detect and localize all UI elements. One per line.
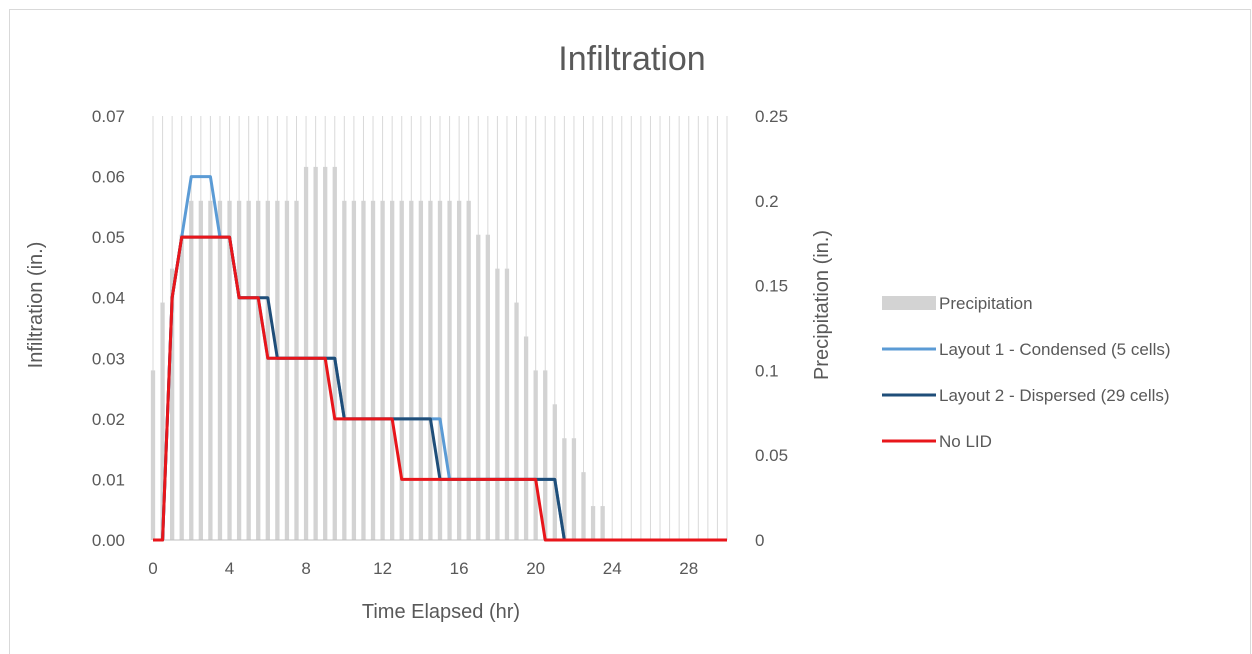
x-tick-label: 8: [301, 559, 310, 578]
y2-tick-label: 0.1: [755, 361, 779, 380]
precipitation-bar: [208, 200, 213, 541]
y-tick-label: 0.04: [92, 289, 125, 308]
precipitation-bar: [476, 234, 481, 540]
precipitation-bar: [571, 438, 577, 540]
precipitation-bar: [150, 370, 156, 540]
y-tick-label: 0.00: [92, 531, 125, 550]
precipitation-bar: [581, 472, 586, 540]
precipitation-bar: [256, 200, 261, 541]
legend-swatch-precipitation: [882, 296, 936, 310]
precipitation-bar: [313, 166, 318, 540]
x-tick-label: 12: [373, 559, 392, 578]
precipitation-bar: [466, 200, 471, 541]
y-tick-label: 0.06: [92, 168, 125, 187]
precipitation-bar: [562, 438, 567, 540]
legend-label: Layout 1 - Condensed (5 cells): [939, 340, 1171, 359]
precipitation-bar: [246, 200, 251, 541]
precipitation-bar: [543, 370, 548, 540]
precipitation-bar: [600, 506, 605, 540]
x-tick-label: 28: [679, 559, 698, 578]
x-tick-label: 16: [450, 559, 469, 578]
precipitation-bar: [160, 302, 165, 540]
x-tick-label: 4: [225, 559, 234, 578]
y2-tick-label: 0.15: [755, 277, 788, 296]
precipitation-bar: [380, 200, 385, 541]
precipitation-bar: [236, 200, 242, 541]
precipitation-bar: [552, 404, 557, 540]
x-tick-label: 24: [603, 559, 622, 578]
precipitation-bar: [409, 200, 414, 541]
precipitation-bar: [495, 268, 500, 540]
x-tick-label: 0: [148, 559, 157, 578]
y-tick-label: 0.02: [92, 410, 125, 429]
series-line: [153, 235, 727, 542]
precipitation-bar: [275, 200, 280, 541]
y-tick-label: 0.03: [92, 349, 125, 368]
legend-label: Precipitation: [939, 294, 1033, 313]
precipitation-bar: [198, 200, 203, 541]
legend-label: Layout 2 - Dispersed (29 cells): [939, 386, 1170, 405]
precipitation-bar: [447, 200, 452, 541]
legend-label: No LID: [939, 432, 992, 451]
precipitation-bar: [265, 200, 270, 541]
precipitation-bar: [303, 166, 309, 540]
y2-tick-label: 0.2: [755, 192, 779, 211]
chart-frame: [9, 9, 1251, 654]
y-tick-label: 0.05: [92, 228, 125, 247]
precipitation-bar: [533, 370, 538, 540]
y-tick-label: 0.01: [92, 470, 125, 489]
precipitation-bar: [370, 200, 376, 541]
precipitation-bar: [456, 200, 462, 541]
chart-title: Infiltration: [558, 40, 705, 78]
precipitation-bar: [390, 200, 395, 541]
precipitation-bar: [437, 200, 443, 541]
x-axis-title: Time Elapsed (hr): [362, 601, 520, 623]
precipitation-bar: [227, 200, 232, 541]
y2-tick-label: 0.05: [755, 446, 788, 465]
precipitation-bar: [179, 234, 184, 540]
precipitation-bar: [217, 200, 223, 541]
precipitation-bar: [169, 268, 175, 540]
precipitation-bar: [428, 200, 433, 541]
precipitation-bar: [590, 506, 596, 540]
y2-axis-title: Precipitation (in.): [811, 230, 833, 380]
y2-tick-label: 0: [755, 531, 764, 550]
precipitation-bar: [514, 302, 519, 540]
legend: Precipitation Layout 1 - Condensed (5 cel…: [882, 294, 1171, 451]
precipitation-bar: [332, 166, 337, 540]
precipitation-bar: [485, 234, 490, 540]
precipitation-bar: [284, 200, 290, 541]
precipitation-bar: [342, 200, 347, 541]
precipitation-bar: [323, 166, 328, 540]
precipitation-bar: [351, 200, 357, 541]
precipitation-bar: [523, 336, 529, 540]
precipitation-bar: [189, 200, 194, 541]
precipitation-bar: [361, 200, 366, 541]
y-axis-title: Infiltration (in.): [25, 242, 47, 369]
y2-tick-label: 0.25: [755, 107, 788, 126]
precipitation-bar: [418, 200, 424, 541]
y-tick-label: 0.07: [92, 107, 125, 126]
precipitation-bar: [504, 268, 510, 540]
precipitation-bar: [399, 200, 404, 541]
precipitation-bar: [294, 200, 299, 541]
x-tick-label: 20: [526, 559, 545, 578]
